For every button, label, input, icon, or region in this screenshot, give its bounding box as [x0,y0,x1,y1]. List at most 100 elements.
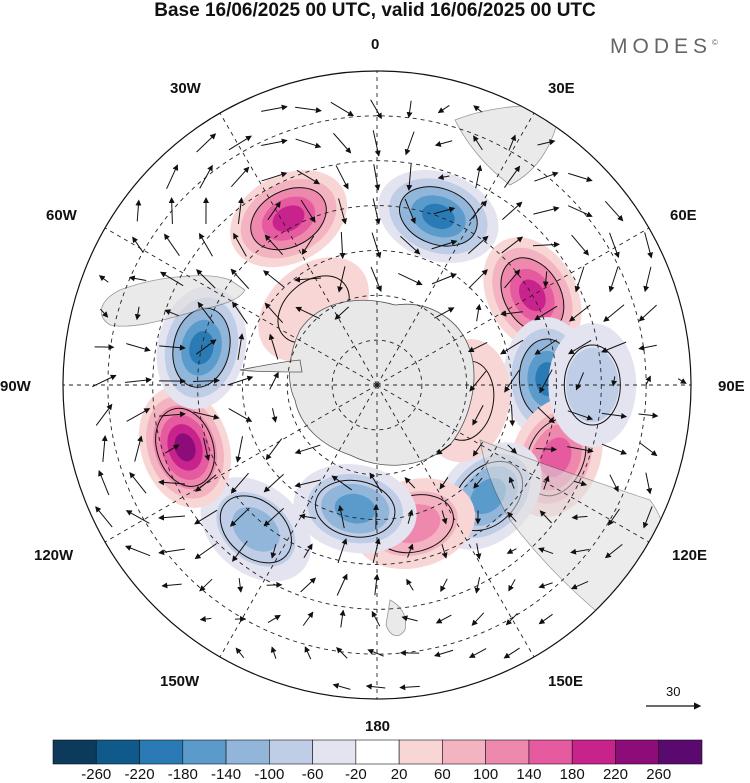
wind-vector [609,474,619,493]
lon-label-60e: 60E [670,207,697,224]
wind-vector [159,411,186,418]
lon-label-120e: 120E [672,547,708,564]
wind-vector [194,509,218,525]
lon-label-90e: 90E [718,378,745,395]
wind-vector [567,410,594,421]
wind-vector [192,377,220,384]
wind-vector [441,544,448,559]
wind-vector [195,474,217,492]
wind-vector [575,372,585,391]
wind-vector [237,333,245,360]
wind-vector [161,582,182,589]
wind-vector [129,472,147,494]
wind-vector [299,513,317,520]
wind-vector [135,199,142,222]
wind-vector [399,684,420,691]
wind-vector [124,545,151,557]
wind-vector [537,139,556,146]
wind-vector [237,197,244,224]
wind-vector [404,198,416,224]
wind-vector [538,582,553,589]
wind-vector [134,435,143,462]
wind-vector [330,101,355,117]
reference-vector-label: 30 [666,684,681,699]
wind-vector [339,609,346,628]
wind-vector [373,164,381,191]
colorbar-swatch [485,739,530,765]
wind-vector [158,479,186,486]
wind-vector [500,339,524,355]
wind-vector [196,133,217,153]
wind-vector [468,269,488,289]
colorbar-tick-label: -20 [345,766,367,783]
wind-vector [535,446,558,453]
colorbar-tick-label: -260 [81,766,112,783]
wind-vector [263,507,284,527]
wind-vector [337,266,346,293]
map-boundary [62,70,692,700]
map-title: Base 16/06/2025 00 UTC, valid 16/06/2025… [154,0,596,21]
wind-vector [303,543,313,558]
wind-vector [95,506,113,528]
wind-vector [567,446,594,454]
wind-vector [644,232,653,259]
brand-logo: MODES© [610,35,718,58]
lon-label-150e: 150E [548,673,584,690]
wind-vector [227,375,254,386]
wind-vector [508,579,516,592]
wind-vector [336,647,348,659]
wind-vector [264,234,284,255]
wind-vector [441,510,448,525]
wind-vector [542,271,549,288]
colorbar-tick-label: 140 [516,766,542,783]
wind-vector [601,443,628,455]
wind-vector [271,408,278,423]
wind-vector [197,301,215,324]
wind-vector [431,239,458,250]
wind-vector [235,436,244,463]
wind-vector [645,472,653,495]
wind-vector [263,270,285,288]
contour-line [314,479,396,538]
colorbar-tick-label: 100 [473,766,499,783]
wind-vector [504,269,521,289]
wind-vector [642,506,653,529]
contour-line [155,407,215,487]
wind-vector [534,339,558,355]
lon-label-90w: 90W [0,378,31,395]
wind-vector [228,408,253,422]
wind-vector [92,374,117,388]
wind-vector [639,442,658,457]
wind-vector [196,269,216,289]
wind-vector [294,444,321,455]
wind-vector [134,306,141,321]
wind-vector [431,273,457,285]
wind-vector [468,648,487,658]
wind-vector [611,376,618,387]
wind-vector [373,573,380,596]
wind-vector [401,615,418,622]
wind-vector [371,232,382,259]
wind-vector [300,199,316,223]
wind-vector [230,472,249,494]
wind-vector [269,371,279,390]
wind-vector [261,138,288,147]
wind-vector [332,683,351,690]
wind-vector [302,611,314,626]
wind-vector [473,105,483,113]
wind-vector [295,138,322,149]
wind-vector [473,477,483,489]
wind-vector [538,613,553,625]
colorbar-swatch [95,739,140,765]
wind-vector [539,369,553,394]
wind-vector [268,333,279,360]
wind-vector [365,683,386,690]
wind-vector [304,646,312,660]
wind-vector [300,577,317,593]
wind-vector [295,106,322,114]
wind-vector [406,100,413,119]
wind-vector [294,276,321,283]
contour-line [172,307,231,388]
wind-vector [475,543,482,560]
